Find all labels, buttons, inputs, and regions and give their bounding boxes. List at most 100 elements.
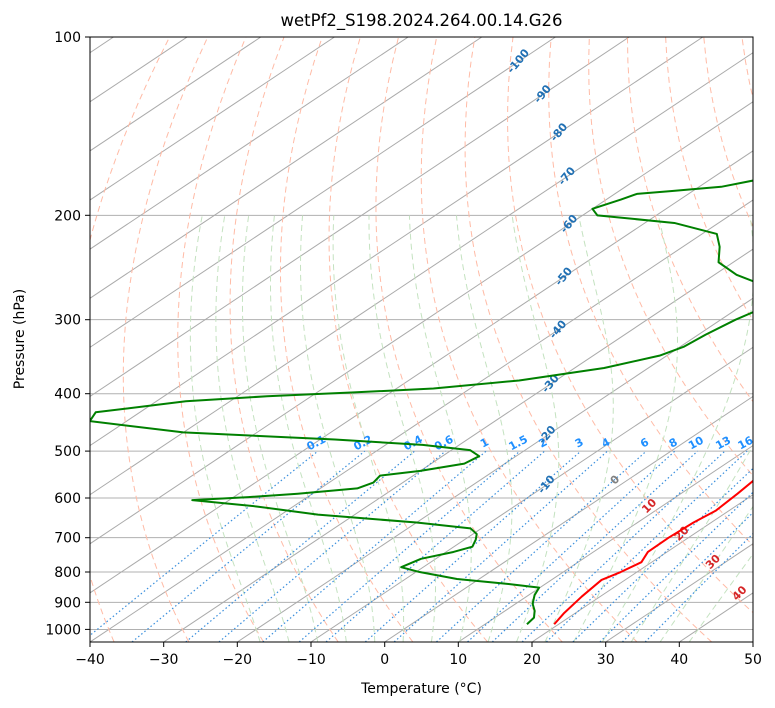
moist-adiabat	[573, 215, 678, 642]
moist-adiabat	[601, 215, 753, 642]
mixing-ratio-line	[644, 532, 753, 642]
mixing-ratio-line	[298, 450, 521, 642]
y-tick-label: 900	[54, 595, 81, 611]
moist-adiabat	[408, 215, 472, 642]
mixing-ratio-line	[185, 450, 416, 642]
moist-adiabat	[269, 215, 347, 642]
dry-adiabat	[122, 37, 209, 642]
dry-adiabat	[464, 37, 713, 642]
mixing-ratio-label: 16	[736, 434, 756, 453]
dry-adiabat	[507, 37, 753, 614]
mixing-ratio-label: 0.1	[305, 433, 328, 454]
moist-adiabat	[368, 215, 436, 642]
y-tick-label: 700	[54, 531, 81, 547]
isotherm	[384, 395, 753, 642]
isotherm	[90, 37, 483, 299]
mixing-ratio-line	[491, 450, 699, 642]
moist-adiabat-label: 30	[703, 552, 723, 572]
isotherm	[90, 37, 704, 447]
reference-lines	[90, 37, 753, 642]
sounding-profiles	[90, 179, 753, 625]
dry-adiabat	[328, 37, 488, 642]
x-tick-label: −10	[296, 652, 326, 668]
dewpoint-profile	[90, 179, 753, 625]
mixing-ratio-line	[521, 450, 726, 642]
dry-adiabat	[375, 37, 563, 642]
mixing-ratio-line	[621, 511, 753, 642]
x-tick-label: 10	[449, 652, 467, 668]
moist-adiabat-label: 40	[730, 583, 750, 603]
y-tick-label: 500	[54, 444, 81, 460]
mixing-ratio-label: 1.5	[507, 433, 530, 454]
moist-adiabat	[300, 215, 376, 642]
y-axis-label: Pressure (hPa)	[12, 289, 28, 389]
x-tick-label: −20	[223, 652, 253, 668]
dry-adiabat	[90, 37, 171, 642]
y-tick-label: 1000	[45, 622, 81, 638]
chart-title: wetPf2_S198.2024.264.00.14.G26	[280, 11, 562, 31]
dry-adiabat-label: -70	[555, 164, 578, 188]
isotherm	[163, 248, 753, 642]
mixing-ratio-line	[393, 450, 608, 642]
isotherm	[90, 37, 556, 348]
y-tick-label: 300	[54, 313, 81, 329]
mixing-ratio-label: 8	[667, 435, 680, 450]
x-tick-label: 30	[597, 652, 615, 668]
mixing-ratio-line	[467, 450, 676, 642]
isotherm	[90, 37, 409, 250]
isotherm	[90, 37, 262, 152]
x-axis-label: Temperature (°C)	[360, 681, 482, 697]
mixing-ratio-label: 6	[638, 435, 651, 450]
isotherm	[310, 346, 753, 642]
isotherm	[531, 494, 753, 642]
dry-adiabat-label: -50	[552, 264, 575, 288]
mixing-ratio-line	[262, 450, 487, 642]
moist-adiabat	[332, 215, 405, 642]
moist-adiabat	[455, 215, 513, 642]
x-tick-label: 40	[670, 652, 688, 668]
dry-adiabat-label: -100	[504, 46, 532, 76]
isotherm	[752, 641, 753, 642]
y-axis-ticks: 100 200 300 400 500 600 700 800 900 1000	[45, 30, 90, 638]
mixing-ratio-line	[90, 450, 319, 637]
dry-adiabat	[626, 37, 753, 403]
dry-adiabat	[229, 37, 339, 642]
dry-adiabat-label: -80	[548, 120, 571, 144]
x-tick-label: 50	[744, 652, 762, 668]
x-axis-ticks: −40 −30 −20 −10 0 10 20 30 40 50	[75, 642, 762, 668]
mixing-ratio-line	[599, 491, 753, 642]
plot-frame	[89, 36, 754, 643]
y-tick-label: 200	[54, 208, 81, 224]
y-tick-label: 800	[54, 565, 81, 581]
mixing-ratio-label: 13	[713, 434, 733, 453]
x-tick-label: 0	[380, 652, 389, 668]
mixing-ratio-label: 3	[573, 435, 586, 450]
y-tick-label: 100	[54, 30, 81, 46]
mixing-ratio-label: 10	[686, 434, 706, 453]
dry-adiabat	[420, 37, 638, 642]
y-tick-label: 400	[54, 387, 81, 403]
mixing-ratio-line	[131, 450, 366, 642]
isotherm	[90, 150, 753, 594]
isotherm	[679, 592, 753, 642]
moist-adiabat	[544, 215, 614, 642]
mixing-ratio-line	[364, 450, 582, 642]
isotherm	[90, 37, 188, 103]
dry-adiabat-label: -40	[547, 317, 570, 341]
isotherm	[90, 101, 753, 545]
mixing-ratio-line	[325, 450, 546, 642]
dry-adiabat	[279, 37, 414, 642]
moist-adiabat	[189, 215, 261, 642]
dry-adiabat-label: -90	[531, 82, 554, 106]
moist-adiabat	[659, 505, 753, 642]
dry-adiabat-label: -10	[535, 472, 558, 496]
temperature-profile	[553, 479, 753, 625]
dry-adiabat	[548, 37, 753, 547]
moist-adiabat	[215, 215, 290, 642]
x-tick-label: −30	[149, 652, 179, 668]
mixing-ratio-line	[218, 450, 446, 642]
isotherm	[90, 52, 753, 496]
isotherm	[90, 199, 753, 642]
x-tick-label: −40	[75, 652, 105, 668]
